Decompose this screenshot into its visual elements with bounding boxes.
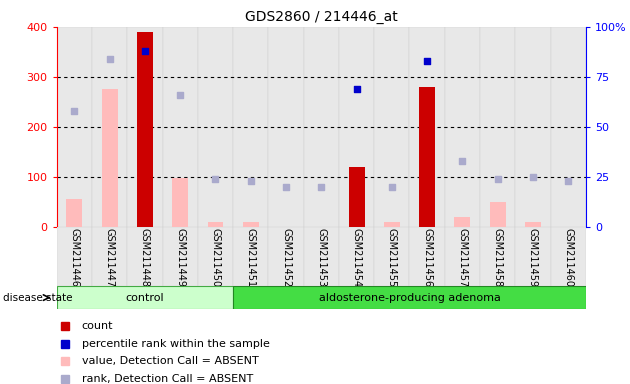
Bar [384, 222, 400, 227]
Bar [374, 227, 410, 286]
Bar [101, 89, 118, 227]
Text: GSM211455: GSM211455 [387, 228, 397, 287]
Text: GSM211453: GSM211453 [316, 228, 326, 287]
Text: aldosterone-producing adenoma: aldosterone-producing adenoma [319, 293, 500, 303]
Bar [243, 222, 259, 227]
Text: GSM211460: GSM211460 [563, 228, 573, 287]
Text: disease state: disease state [3, 293, 72, 303]
Bar [198, 27, 233, 227]
Bar [480, 27, 515, 227]
Text: GSM211448: GSM211448 [140, 228, 150, 287]
Bar [304, 227, 339, 286]
Text: GSM211458: GSM211458 [493, 228, 503, 287]
Point [457, 157, 467, 164]
Bar [454, 217, 471, 227]
Bar [57, 27, 92, 227]
Bar [515, 227, 551, 286]
Bar [198, 227, 233, 286]
Point [387, 184, 397, 190]
Point [316, 184, 326, 190]
Bar [490, 202, 506, 227]
Point [281, 184, 291, 190]
Bar [410, 27, 445, 227]
Bar [445, 227, 480, 286]
Bar [92, 27, 127, 227]
Point [528, 174, 538, 180]
Bar [348, 167, 365, 227]
Bar [92, 227, 127, 286]
Text: GSM211452: GSM211452 [281, 228, 291, 287]
Point [210, 175, 220, 182]
Bar [268, 227, 304, 286]
Bar [445, 27, 480, 227]
Text: GSM211450: GSM211450 [210, 228, 220, 287]
Bar [525, 222, 541, 227]
Bar [233, 227, 268, 286]
Point [175, 92, 185, 98]
Bar [172, 178, 188, 227]
Bar [57, 286, 233, 309]
Bar [480, 227, 515, 286]
Bar [374, 27, 410, 227]
Text: GSM211446: GSM211446 [69, 228, 79, 287]
Title: GDS2860 / 214446_at: GDS2860 / 214446_at [245, 10, 398, 25]
Text: count: count [82, 321, 113, 331]
Bar [551, 227, 586, 286]
Point [105, 56, 115, 62]
Text: GSM211454: GSM211454 [352, 228, 362, 287]
Bar [57, 227, 92, 286]
Bar [66, 199, 83, 227]
Bar [410, 227, 445, 286]
Text: percentile rank within the sample: percentile rank within the sample [82, 339, 270, 349]
Text: GSM211449: GSM211449 [175, 228, 185, 287]
Text: GSM211459: GSM211459 [528, 228, 538, 287]
Bar [515, 27, 551, 227]
Bar [339, 27, 374, 227]
Bar [268, 27, 304, 227]
Bar [137, 32, 153, 227]
Text: rank, Detection Call = ABSENT: rank, Detection Call = ABSENT [82, 374, 253, 384]
Bar [233, 286, 586, 309]
Bar [163, 27, 198, 227]
Text: GSM211457: GSM211457 [457, 228, 467, 287]
Point [246, 177, 256, 184]
Bar [304, 27, 339, 227]
Bar [551, 27, 586, 227]
Text: GSM211456: GSM211456 [422, 228, 432, 287]
Point [352, 86, 362, 92]
Bar [419, 87, 435, 227]
Bar [207, 222, 224, 227]
Point [563, 177, 573, 184]
Point [422, 58, 432, 64]
Bar [233, 27, 268, 227]
Bar [163, 227, 198, 286]
Point [140, 48, 150, 54]
Text: control: control [125, 293, 164, 303]
Point [493, 175, 503, 182]
Text: value, Detection Call = ABSENT: value, Detection Call = ABSENT [82, 356, 258, 366]
Text: GSM211447: GSM211447 [105, 228, 115, 287]
Point [69, 108, 79, 114]
Bar [127, 227, 163, 286]
Bar [339, 227, 374, 286]
Bar [127, 27, 163, 227]
Text: GSM211451: GSM211451 [246, 228, 256, 287]
